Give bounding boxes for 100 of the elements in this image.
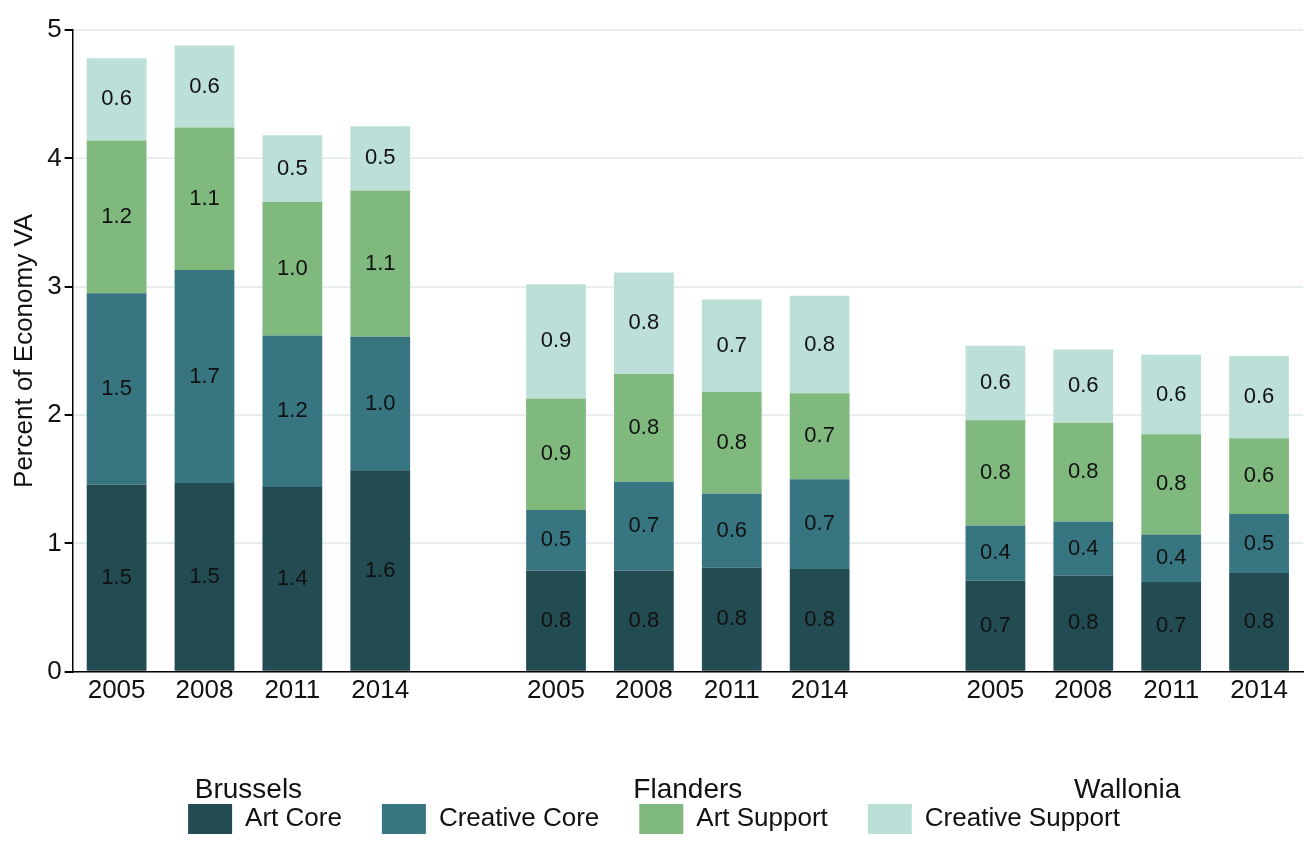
- data-label: 0.8: [1068, 609, 1099, 635]
- data-label: 1.0: [364, 389, 396, 415]
- data-label: 0.8: [1243, 607, 1275, 633]
- data-label: 0.8: [540, 606, 572, 632]
- bar: [86, 140, 147, 294]
- x-tick-label: 2005: [527, 673, 585, 704]
- data-label: 1.1: [189, 184, 220, 210]
- data-label: 0.6: [1243, 462, 1275, 488]
- bar: [350, 336, 411, 471]
- legend-label: Art Core: [245, 802, 342, 833]
- data-label: 0.7: [980, 611, 1011, 637]
- bar: [86, 293, 147, 485]
- data-label: 0.4: [1155, 544, 1187, 570]
- bar: [701, 299, 762, 392]
- bar: [965, 525, 1026, 581]
- bar: [701, 391, 762, 494]
- bar: [262, 202, 323, 336]
- bar: [1053, 349, 1114, 423]
- data-label: 1.1: [364, 249, 396, 275]
- bar: [526, 398, 586, 511]
- legend-label: Creative Support: [924, 802, 1121, 833]
- bar: [789, 479, 850, 570]
- data-label: 1.5: [101, 374, 132, 400]
- data-label: 0.4: [1068, 534, 1099, 560]
- bar: [350, 470, 411, 671]
- data-label: 0.6: [1155, 380, 1187, 406]
- data-label: 0.8: [980, 458, 1011, 484]
- data-label: 0.5: [277, 154, 308, 180]
- data-label: 0.6: [101, 85, 132, 111]
- data-label: 1.6: [364, 556, 396, 582]
- data-label: 0.6: [980, 369, 1011, 395]
- data-label: 0.8: [716, 428, 748, 454]
- bar: [1141, 354, 1202, 435]
- bar: [1229, 513, 1289, 573]
- bar: [350, 190, 411, 337]
- data-label: 1.4: [277, 564, 308, 590]
- bar: [614, 481, 674, 571]
- bar: [174, 45, 235, 128]
- bar: [1053, 575, 1114, 671]
- text: Flanders: [633, 772, 743, 804]
- bar: [1141, 534, 1202, 582]
- y-tick-label: 4: [47, 141, 62, 172]
- data-label: 1.7: [189, 362, 220, 388]
- bar: [965, 345, 1026, 421]
- data-label: 1.5: [101, 563, 132, 589]
- bar: [86, 58, 147, 141]
- data-label: 0.4: [980, 539, 1011, 565]
- data-label: 0.6: [1243, 383, 1275, 409]
- bar: [1141, 581, 1202, 671]
- bar: [701, 493, 762, 568]
- data-label: 0.8: [628, 413, 660, 439]
- text: Wallonia: [1074, 772, 1181, 804]
- bar: [965, 580, 1026, 671]
- data-label: 0.7: [716, 331, 748, 357]
- x-tick-label: 2011: [703, 673, 760, 704]
- bar: [86, 484, 147, 671]
- data-label: 0.6: [1068, 372, 1099, 398]
- x-tick-label: 2008: [175, 673, 234, 704]
- bar: [1053, 521, 1114, 576]
- bar: [789, 569, 850, 671]
- bar: [701, 567, 762, 671]
- legend-label: Art Support: [696, 802, 829, 833]
- data-label: 1.2: [101, 202, 132, 228]
- legend-label: Creative Core: [438, 802, 600, 833]
- bar: [174, 270, 235, 484]
- data-label: 0.6: [189, 72, 220, 98]
- bar: [614, 272, 674, 375]
- bar: [262, 335, 323, 487]
- data-label: 0.5: [540, 526, 572, 552]
- data-label: 1.2: [277, 397, 308, 423]
- bar: [174, 127, 235, 271]
- data-label: 0.8: [1155, 470, 1187, 496]
- data-label: 0.5: [1243, 529, 1275, 555]
- data-label: 1.5: [189, 563, 220, 589]
- data-label: 0.7: [628, 512, 660, 538]
- x-tick-label: 2014: [1230, 673, 1288, 704]
- data-label: 0.8: [804, 330, 835, 356]
- data-label: 0.8: [628, 606, 660, 632]
- bar: [350, 126, 411, 191]
- y-tick-label: 5: [47, 13, 62, 44]
- bar: [1229, 438, 1289, 514]
- bar: [174, 483, 235, 671]
- x-tick-label: 2014: [790, 673, 849, 704]
- bar: [1229, 356, 1289, 439]
- data-label: 0.8: [716, 605, 748, 631]
- bar: [789, 295, 850, 394]
- data-label: 0.7: [804, 510, 835, 536]
- data-label: 0.5: [364, 144, 396, 170]
- x-tick-label: 2011: [264, 673, 321, 704]
- x-tick-label: 2014: [351, 673, 410, 704]
- x-tick-label: 2005: [966, 673, 1025, 704]
- bar: [526, 570, 586, 671]
- bar: [1053, 422, 1114, 522]
- data-label: 0.8: [1068, 458, 1099, 484]
- text: Brussels: [194, 772, 303, 804]
- bar: [526, 510, 586, 571]
- data-label: 0.8: [804, 606, 835, 632]
- x-tick-label: 2011: [1143, 673, 1200, 704]
- bar: [1229, 572, 1289, 671]
- data-label: 0.7: [1155, 612, 1187, 638]
